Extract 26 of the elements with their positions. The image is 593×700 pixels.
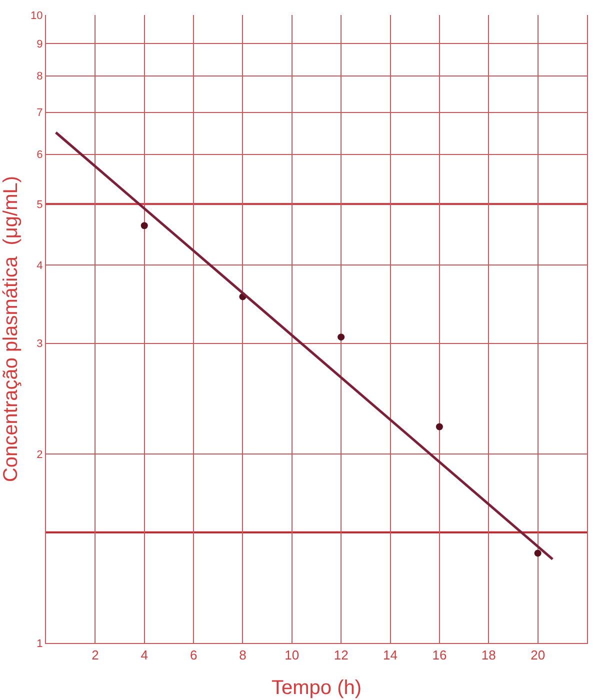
x-tick-label: 16 bbox=[432, 648, 447, 663]
y-tick-label: 9 bbox=[36, 38, 43, 51]
y-tick-label: 4 bbox=[36, 260, 43, 272]
y-tick-label: 8 bbox=[36, 70, 43, 83]
y-tick-label: 7 bbox=[36, 107, 43, 120]
y-tick-label: 2 bbox=[36, 448, 43, 461]
x-tick-label: 8 bbox=[239, 648, 246, 663]
x-tick-label: 18 bbox=[481, 648, 496, 663]
x-tick-label: 14 bbox=[383, 648, 398, 663]
x-tick-label: 12 bbox=[334, 648, 348, 663]
y-tick-label: 5 bbox=[36, 198, 43, 211]
y-tick-label: 1 bbox=[36, 638, 43, 650]
y-tick-label: 10 bbox=[30, 10, 43, 22]
point bbox=[534, 550, 542, 557]
y-tick-label: 3 bbox=[36, 338, 43, 350]
x-tick-label: 6 bbox=[190, 648, 198, 663]
x-axis-title: Tempo (h) bbox=[271, 677, 362, 700]
point bbox=[338, 334, 345, 341]
x-tick-label: 2 bbox=[92, 648, 99, 663]
x-tick-label: 20 bbox=[530, 648, 546, 663]
x-tick-label: 4 bbox=[140, 648, 148, 663]
y-axis-title: Concentração plasmática (μg/mL) bbox=[0, 176, 22, 482]
point bbox=[436, 423, 443, 430]
y-tick-label: 6 bbox=[36, 149, 43, 162]
x-tick-label: 10 bbox=[284, 648, 300, 663]
point bbox=[140, 222, 148, 230]
